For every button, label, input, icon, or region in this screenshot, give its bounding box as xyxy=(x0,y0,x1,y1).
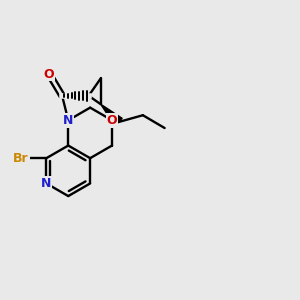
Text: N: N xyxy=(41,177,52,190)
Text: O: O xyxy=(44,68,55,81)
Text: O: O xyxy=(107,114,117,127)
Text: Br: Br xyxy=(13,152,29,165)
Text: N: N xyxy=(63,114,74,127)
Polygon shape xyxy=(101,104,122,126)
